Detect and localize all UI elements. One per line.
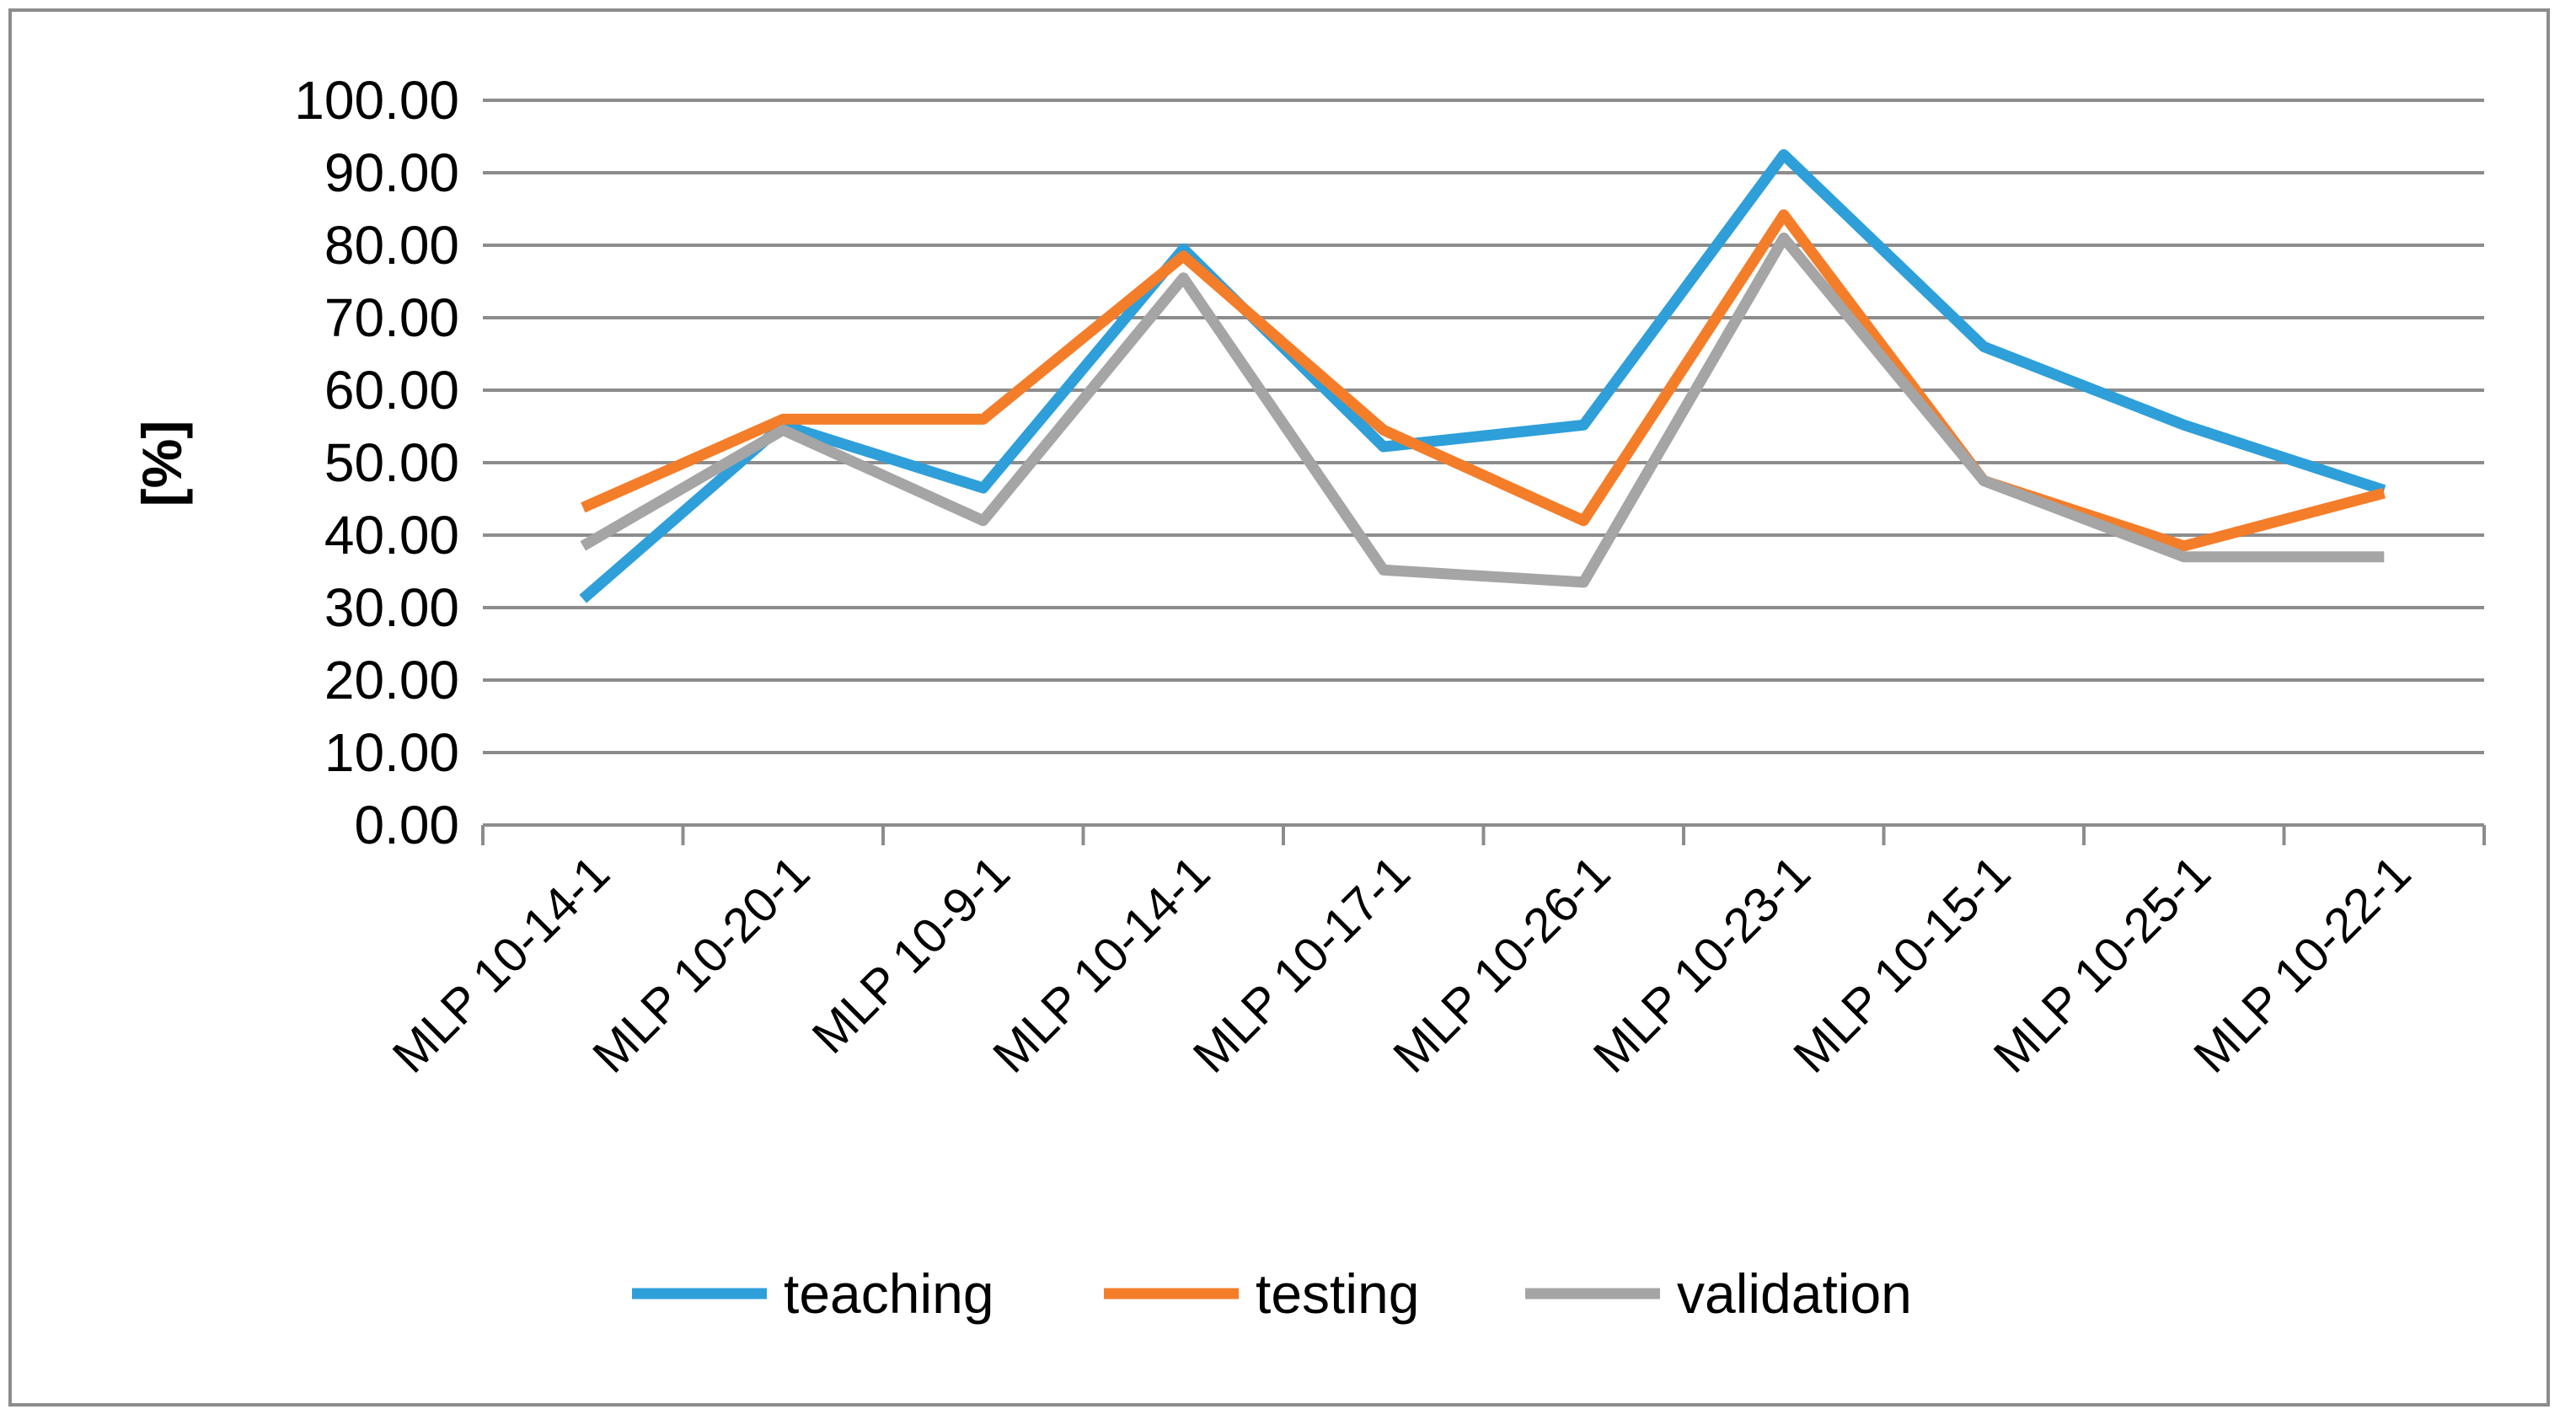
series-line-validation: [580, 232, 2385, 588]
y-axis-label: [%]: [131, 421, 193, 507]
legend-label-testing: testing: [1256, 1262, 1419, 1325]
chart-border: [8, 8, 2550, 1407]
series-lines: [579, 149, 2386, 603]
y-tick-label: 40.00: [324, 505, 459, 565]
y-tick-label: 50.00: [324, 432, 459, 493]
y-tick-label: 60.00: [324, 360, 459, 421]
y-tick-label: 20.00: [324, 650, 459, 710]
axes: [481, 823, 2486, 845]
y-tick-label: 10.00: [324, 722, 459, 783]
y-tick-label: 100.00: [294, 70, 459, 131]
legend-label-validation: validation: [1677, 1262, 1912, 1325]
y-tick-label: 0.00: [354, 795, 459, 855]
y-tick-labels: 0.00 10.00 20.00 30.00 40.00 50.00 60.00 70.00 8…: [294, 70, 459, 855]
y-tick-label: 30.00: [324, 577, 459, 638]
y-tick-label: 80.00: [324, 215, 459, 276]
y-tick-label: 90.00: [324, 142, 459, 203]
y-tick-label: 70.00: [324, 287, 459, 348]
gridlines: [483, 99, 2484, 754]
series-line-teaching: [579, 149, 2386, 603]
legend: teaching testing validation: [632, 1262, 1912, 1325]
legend-label-teaching: teaching: [784, 1262, 994, 1325]
